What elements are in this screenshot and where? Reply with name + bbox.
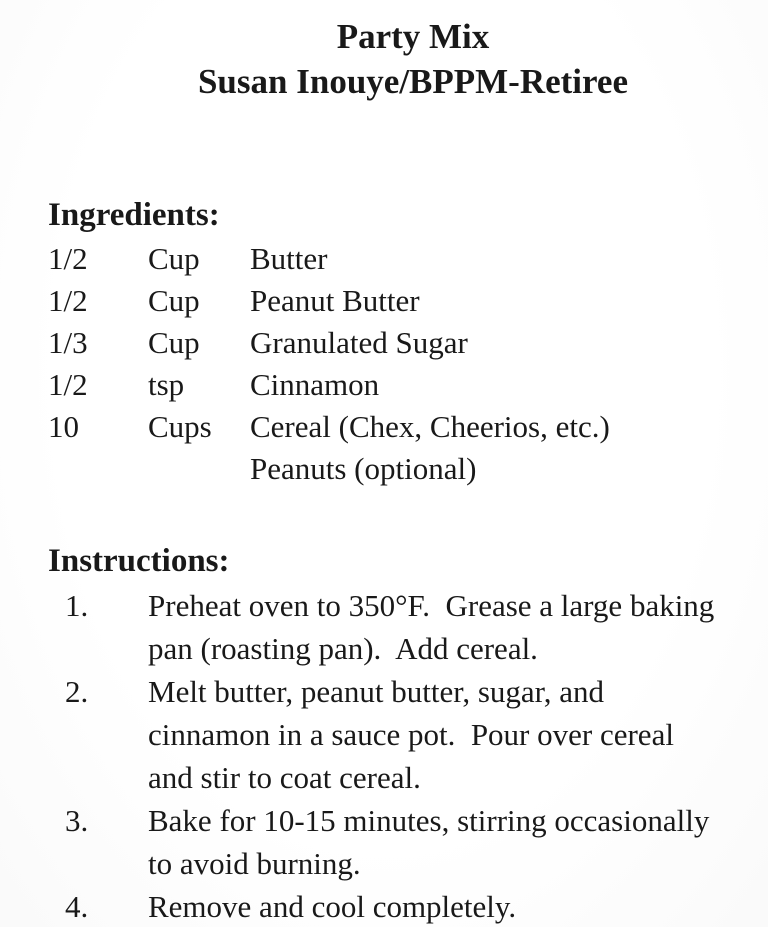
step-number: 1. — [65, 588, 89, 623]
instruction-step: 3. Bake for 10-15 minutes, stirring occa… — [48, 799, 768, 885]
step-text: Bake for 10-15 minutes, stirring occasio… — [148, 803, 718, 881]
ingredient-name: Cinnamon — [250, 367, 380, 402]
recipe-header: Party Mix Susan Inouye/BPPM-Retiree — [58, 0, 768, 104]
step-text: Melt butter, peanut butter, sugar, and c… — [148, 674, 682, 795]
instructions-list: 1. Preheat oven to 350°F. Grease a large… — [48, 584, 768, 928]
ingredient-unit: Cup — [148, 241, 200, 276]
ingredient-row: 1/2 tsp Cinnamon — [48, 364, 768, 406]
ingredient-row: 1/2 Cup Butter — [48, 238, 768, 280]
ingredient-row: Peanuts (optional) — [48, 448, 768, 490]
ingredient-unit — [148, 448, 250, 490]
ingredient-qty: 1/3 — [48, 325, 88, 360]
step-text: Preheat oven to 350°F. Grease a large ba… — [148, 588, 723, 666]
step-number: 2. — [65, 674, 89, 709]
step-number: 3. — [65, 803, 89, 838]
page-title: Party Mix — [336, 17, 490, 56]
ingredient-qty — [48, 448, 148, 490]
ingredients-heading: Ingredients: — [48, 197, 220, 233]
ingredient-row: 10 Cups Cereal (Chex, Cheerios, etc.) — [48, 406, 768, 448]
ingredient-qty: 10 — [48, 409, 79, 444]
instruction-step: 1. Preheat oven to 350°F. Grease a large… — [48, 584, 768, 670]
ingredient-name: Butter — [250, 241, 328, 276]
ingredient-name: Peanuts (optional) — [250, 451, 477, 486]
ingredient-row: 1/2 Cup Peanut Butter — [48, 280, 768, 322]
ingredient-name: Granulated Sugar — [250, 325, 468, 360]
ingredient-name: Cereal (Chex, Cheerios, etc.) — [250, 409, 610, 444]
ingredient-unit: Cups — [148, 409, 212, 444]
ingredient-unit: Cup — [148, 325, 200, 360]
step-number: 4. — [65, 889, 89, 924]
instructions-section: Instructions: 1. Preheat oven to 350°F. … — [48, 540, 768, 928]
instructions-heading: Instructions: — [48, 543, 230, 579]
ingredient-qty: 1/2 — [48, 241, 88, 276]
instruction-step: 2. Melt butter, peanut butter, sugar, an… — [48, 670, 768, 799]
ingredient-unit: Cup — [148, 283, 200, 318]
page-subtitle: Susan Inouye/BPPM-Retiree — [197, 62, 629, 101]
ingredient-name: Peanut Butter — [250, 283, 420, 318]
ingredients-table: 1/2 Cup Butter 1/2 Cup Peanut Butter 1/3… — [48, 238, 768, 490]
step-text: Remove and cool completely. — [148, 889, 517, 924]
instruction-step: 4. Remove and cool completely. — [48, 885, 768, 928]
ingredient-qty: 1/2 — [48, 283, 88, 318]
ingredient-row: 1/3 Cup Granulated Sugar — [48, 322, 768, 364]
ingredient-unit: tsp — [148, 367, 185, 402]
ingredient-qty: 1/2 — [48, 367, 88, 402]
ingredients-section: Ingredients: 1/2 Cup Butter 1/2 Cup Pean… — [48, 194, 768, 490]
